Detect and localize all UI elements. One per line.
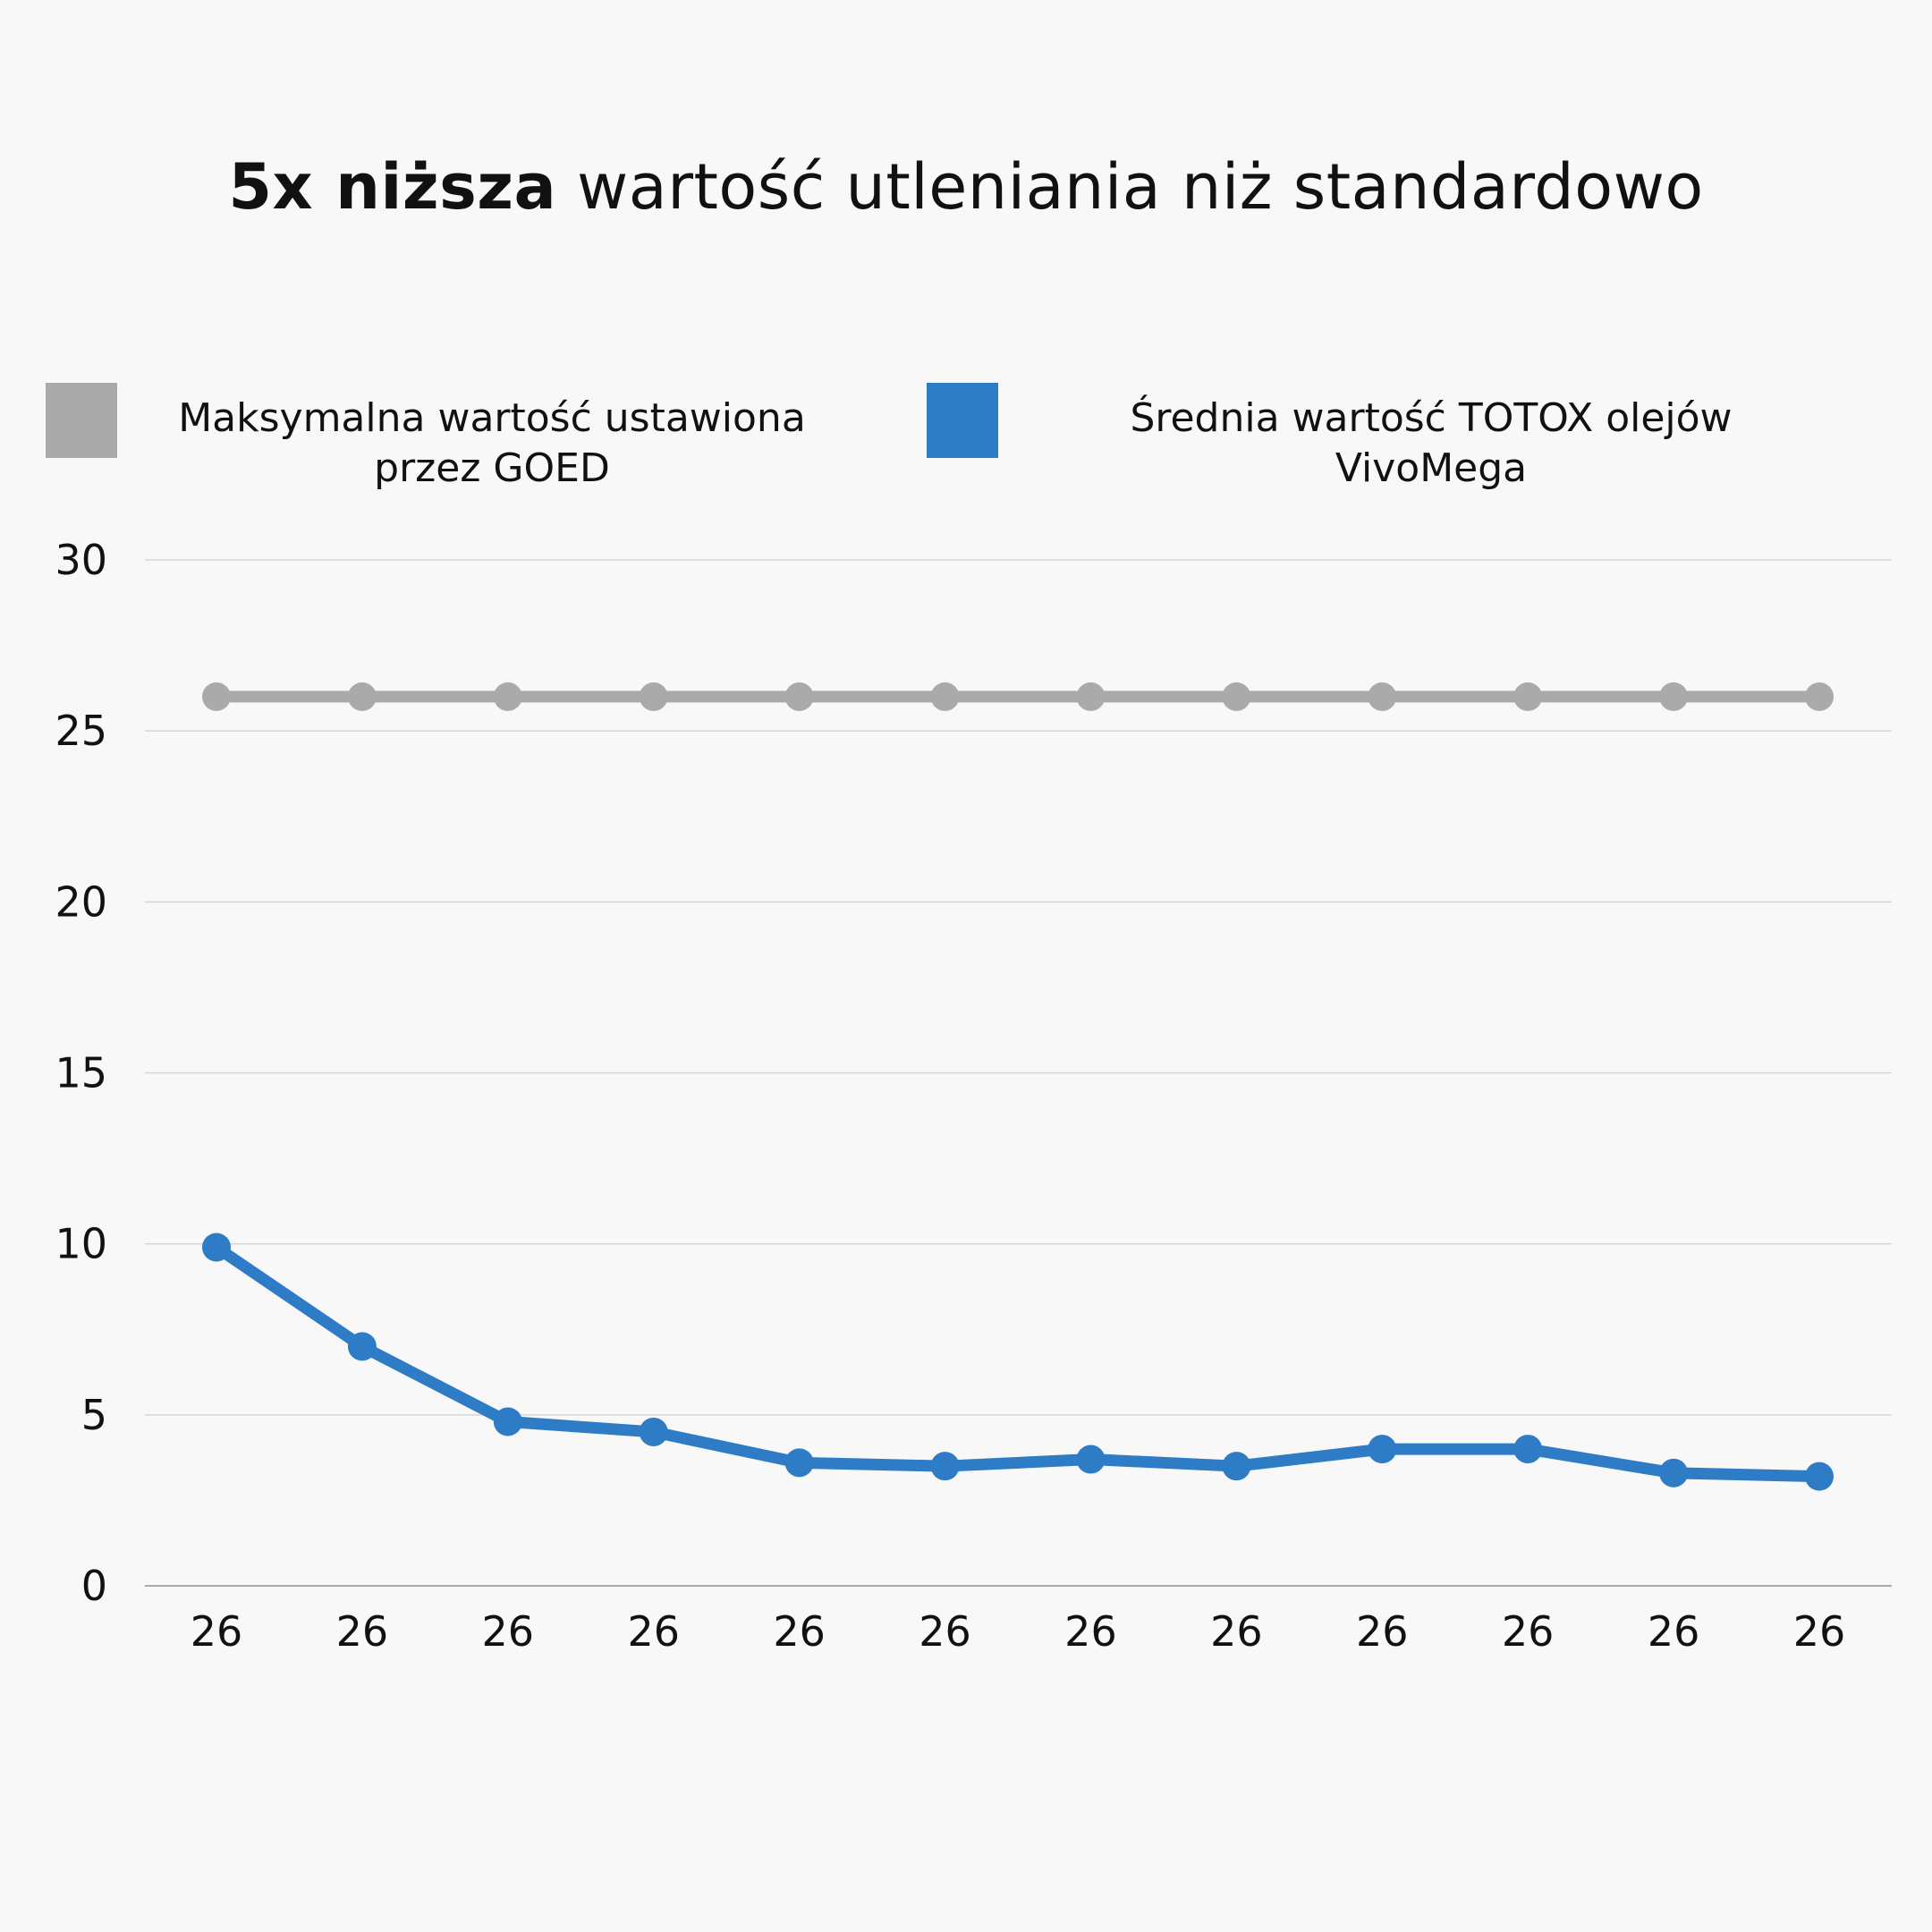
x-tick-label: 26: [336, 1607, 389, 1656]
x-tick-label: 26: [482, 1607, 535, 1656]
x-tick-label: 26: [919, 1607, 971, 1656]
series-1-point: [930, 1452, 960, 1481]
series-0-point: [1659, 682, 1689, 711]
x-tick-label: 26: [773, 1607, 826, 1656]
y-tick-label: 20: [55, 877, 107, 926]
series-1-point: [639, 1417, 668, 1446]
x-tick-label: 26: [191, 1607, 243, 1656]
series-0-point: [784, 682, 814, 711]
series-0-point: [930, 682, 960, 711]
series-0-point: [347, 682, 377, 711]
x-tick-label: 26: [627, 1607, 680, 1656]
series-0-point: [1805, 682, 1834, 711]
x-tick-label: 26: [1064, 1607, 1117, 1656]
x-tick-label: 26: [1648, 1607, 1700, 1656]
legend-label-vivomega-line2: VivoMega: [1335, 445, 1528, 491]
chart-title: 5x niższa wartość utleniania niż standar…: [0, 150, 1932, 224]
series-0-point: [1513, 682, 1543, 711]
x-tick-label: 26: [1356, 1607, 1409, 1656]
series-1-point: [202, 1233, 231, 1262]
series-0-point: [1368, 682, 1397, 711]
legend-label-goed-line2: przez GOED: [374, 445, 610, 491]
chart-title-rest: wartość utleniania niż standardowo: [556, 150, 1704, 224]
series-0-point: [639, 682, 668, 711]
series-0-point: [202, 682, 231, 711]
series-0-point: [1222, 682, 1251, 711]
series-0-point: [493, 682, 522, 711]
y-tick-label: 10: [55, 1220, 107, 1268]
legend-label-vivomega-line1: Średnia wartość TOTOX olejów: [1130, 395, 1733, 441]
series-0-point: [1076, 682, 1106, 711]
series-1-point: [1805, 1462, 1834, 1491]
series-1-point: [1076, 1445, 1106, 1474]
x-tick-label: 26: [1210, 1607, 1263, 1656]
legend-label-vivomega: Średnia wartość TOTOX olejów VivoMega: [1073, 394, 1789, 494]
y-tick-label: 30: [55, 536, 107, 584]
series-1-point: [347, 1332, 377, 1361]
chart-title-bold: 5x niższa: [228, 150, 557, 224]
series-1-point: [1222, 1452, 1251, 1481]
y-tick-label: 0: [81, 1562, 107, 1610]
series-1-point: [1513, 1435, 1543, 1464]
y-tick-label: 15: [55, 1049, 107, 1097]
series-1-point: [493, 1407, 522, 1436]
x-tick-label: 26: [1793, 1607, 1846, 1656]
series-1-point: [1659, 1458, 1689, 1487]
x-tick-label: 26: [1502, 1607, 1555, 1656]
legend-swatch-vivomega: [927, 383, 998, 458]
series-1-point: [784, 1448, 814, 1478]
legend-swatch-goed: [46, 383, 117, 458]
legend-label-goed: Maksymalna wartość ustawiona przez GOED: [134, 394, 850, 494]
series-1-point: [1368, 1435, 1397, 1464]
legend-label-goed-line1: Maksymalna wartość ustawiona: [178, 395, 806, 441]
series-line-1: [210, 1241, 1826, 1483]
y-tick-label: 25: [55, 707, 107, 755]
y-tick-label: 5: [81, 1391, 107, 1439]
